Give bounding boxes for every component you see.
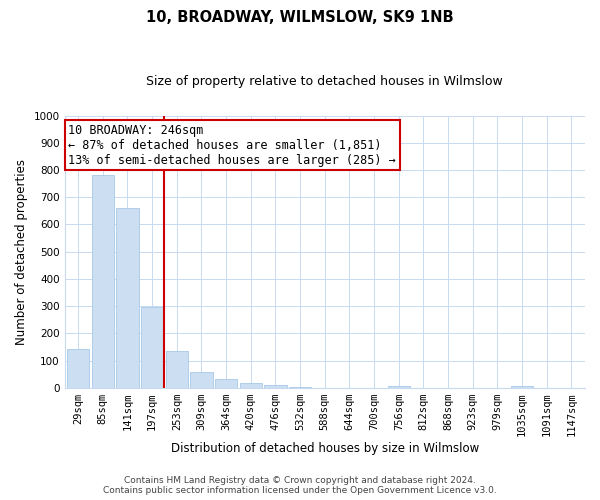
Y-axis label: Number of detached properties: Number of detached properties [15,158,28,344]
Bar [265,385,287,388]
Bar [190,372,212,388]
Bar [67,349,89,388]
Bar [92,174,114,388]
Bar [511,386,533,388]
Bar [116,208,139,388]
Bar [239,383,262,388]
Text: 10, BROADWAY, WILMSLOW, SK9 1NB: 10, BROADWAY, WILMSLOW, SK9 1NB [146,10,454,25]
X-axis label: Distribution of detached houses by size in Wilmslow: Distribution of detached houses by size … [170,442,479,455]
Title: Size of property relative to detached houses in Wilmslow: Size of property relative to detached ho… [146,75,503,88]
Text: Contains HM Land Registry data © Crown copyright and database right 2024.
Contai: Contains HM Land Registry data © Crown c… [103,476,497,495]
Bar [289,387,311,388]
Bar [215,379,237,388]
Bar [388,386,410,388]
Bar [166,351,188,388]
Bar [141,307,163,388]
Text: 10 BROADWAY: 246sqm
← 87% of detached houses are smaller (1,851)
13% of semi-det: 10 BROADWAY: 246sqm ← 87% of detached ho… [68,124,396,166]
